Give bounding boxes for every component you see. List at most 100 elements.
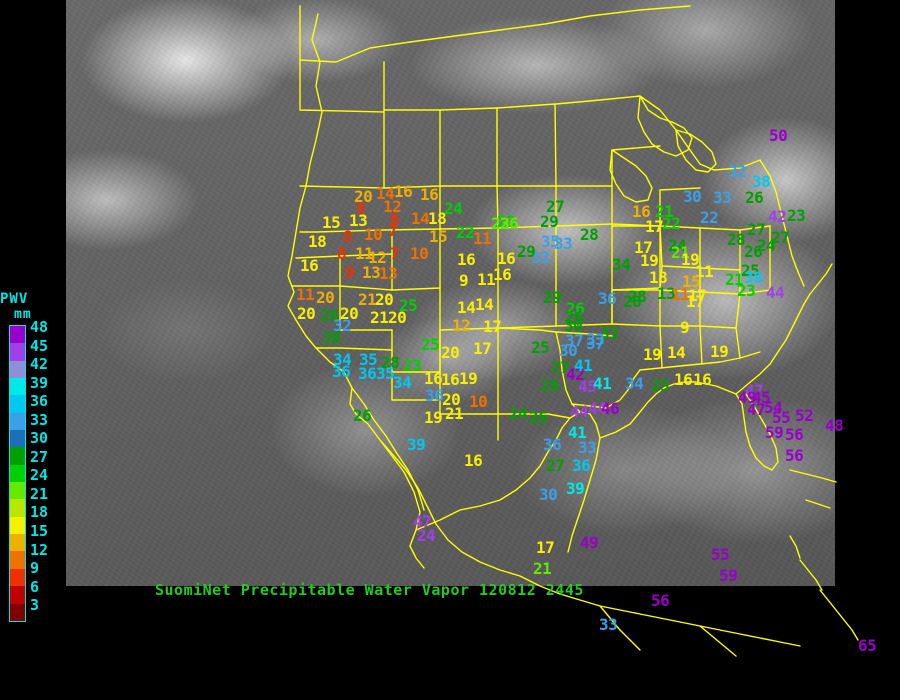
colorbar-segment bbox=[10, 378, 25, 396]
pwv-value: 32 bbox=[333, 316, 352, 335]
pwv-value: 22 bbox=[700, 208, 719, 227]
colorbar-segment bbox=[10, 395, 25, 413]
pwv-value: 28 bbox=[623, 292, 642, 311]
pwv-value: 16 bbox=[420, 185, 439, 204]
colorbar-tick: 45 bbox=[30, 336, 49, 355]
pwv-value: 9 bbox=[680, 318, 690, 337]
pwv-value: 55 bbox=[772, 408, 791, 427]
pwv-value: 25 bbox=[651, 376, 670, 395]
pwv-value: 21 bbox=[358, 290, 377, 309]
pwv-value: 33 bbox=[713, 188, 732, 207]
pwv-value: 47 bbox=[745, 381, 764, 400]
pwv-value: 28 bbox=[628, 287, 647, 306]
pwv-value: 59 bbox=[765, 423, 784, 442]
pwv-value: 14 bbox=[411, 209, 430, 228]
colorbar-tick: 18 bbox=[30, 503, 49, 522]
pwv-value: 13 bbox=[657, 284, 676, 303]
pwv-value: 20 bbox=[441, 343, 460, 362]
pwv-value: 15 bbox=[429, 227, 448, 246]
pwv-value: 28 bbox=[727, 230, 746, 249]
pwv-value: 30 bbox=[683, 187, 702, 206]
pwv-value: 26 bbox=[541, 376, 560, 395]
pwv-value: 23 bbox=[491, 214, 510, 233]
pwv-value: 18 bbox=[649, 268, 668, 287]
pwv-value: 20 bbox=[388, 308, 407, 327]
pwv-value: 49 bbox=[580, 533, 599, 552]
pwv-value: 33 bbox=[554, 234, 573, 253]
pwv-value: 19 bbox=[710, 342, 729, 361]
pwv-value: 23 bbox=[497, 212, 516, 231]
pwv-value: 8 bbox=[337, 244, 347, 263]
pwv-value: 21 bbox=[370, 308, 389, 327]
pwv-value: 30 bbox=[539, 485, 558, 504]
pwv-value: 9 bbox=[345, 263, 355, 282]
colorbar-tick: 27 bbox=[30, 447, 49, 466]
pwv-value: 28 bbox=[320, 306, 339, 325]
pwv-value: 35 bbox=[376, 364, 395, 383]
pwv-value: 22 bbox=[456, 223, 475, 242]
pwv-value: 11 bbox=[477, 270, 496, 289]
pwv-value: 11 bbox=[671, 285, 690, 304]
pwv-value: 52 bbox=[795, 406, 814, 425]
pwv-value: 19 bbox=[640, 251, 659, 270]
pwv-value: 26 bbox=[500, 214, 519, 233]
pwv-value: 33 bbox=[600, 324, 619, 343]
colorbar-segment bbox=[10, 430, 25, 448]
pwv-value: 20 bbox=[375, 290, 394, 309]
pwv-value: 14 bbox=[667, 343, 686, 362]
pwv-value: 26 bbox=[566, 299, 585, 318]
pwv-value: 17 bbox=[473, 339, 492, 358]
pwv-value: 12 bbox=[452, 316, 471, 335]
colorbar-tick: 36 bbox=[30, 392, 49, 411]
pwv-value: 27 bbox=[747, 220, 766, 239]
colorbar-strip bbox=[9, 325, 26, 622]
pwv-value: 34 bbox=[625, 374, 644, 393]
pwv-value: 13 bbox=[362, 263, 381, 282]
colorbar-tick: 21 bbox=[30, 484, 49, 503]
pwv-value: 10 bbox=[469, 392, 488, 411]
pwv-value: 30 bbox=[322, 328, 341, 347]
pwv-value: 44 bbox=[588, 399, 607, 418]
pwv-value: 16 bbox=[457, 250, 476, 269]
pwv-value: 10 bbox=[364, 225, 383, 244]
pwv-value: 25 bbox=[399, 296, 418, 315]
colorbar-segment bbox=[10, 516, 25, 535]
pwv-value: 41 bbox=[574, 356, 593, 375]
pwv-value: 17 bbox=[536, 538, 555, 557]
pwv-value: 17 bbox=[688, 286, 707, 305]
pwv-value: 30 bbox=[564, 316, 583, 335]
pwv-value: 12 bbox=[368, 248, 387, 267]
pwv-value: 33 bbox=[531, 248, 550, 267]
pwv-value: 16 bbox=[424, 369, 443, 388]
pwv-value: 26 bbox=[565, 308, 584, 327]
pwv-value: 14 bbox=[475, 295, 494, 314]
pwv-value: 38 bbox=[752, 172, 771, 191]
pwv-value: 36 bbox=[332, 362, 351, 381]
pwv-value: 34 bbox=[393, 373, 412, 392]
pwv-value: 27 bbox=[546, 456, 565, 475]
pwv-value: 24 bbox=[417, 526, 436, 545]
pwv-value: 18 bbox=[428, 209, 447, 228]
colorbar-segment bbox=[10, 326, 25, 344]
pwv-value: 49 bbox=[738, 388, 757, 407]
pwv-value: 45 bbox=[578, 377, 597, 396]
pwv-value: 19 bbox=[643, 345, 662, 364]
colorbar-tick: 15 bbox=[30, 522, 49, 541]
pwv-value: 22 bbox=[662, 214, 681, 233]
pwv-value: 7 bbox=[390, 244, 400, 263]
pwv-value: 14 bbox=[376, 184, 395, 203]
colorbar-segment bbox=[10, 568, 25, 587]
pwv-value: 34 bbox=[612, 255, 631, 274]
colorbar-tick: 3 bbox=[30, 596, 40, 615]
pwv-value: 12 bbox=[383, 197, 402, 216]
pwv-value: 25 bbox=[421, 335, 440, 354]
colorbar-segment bbox=[10, 586, 25, 604]
pwv-value: 24 bbox=[444, 199, 463, 218]
pwv-value: 15 bbox=[322, 213, 341, 232]
pwv-value: 41 bbox=[593, 374, 612, 393]
pwv-value: 25 bbox=[531, 338, 550, 357]
pwv-value: 54 bbox=[764, 398, 783, 417]
product-caption: SuomiNet Precipitable Water Vapor 120812… bbox=[155, 581, 584, 599]
pwv-value: 56 bbox=[785, 425, 804, 444]
